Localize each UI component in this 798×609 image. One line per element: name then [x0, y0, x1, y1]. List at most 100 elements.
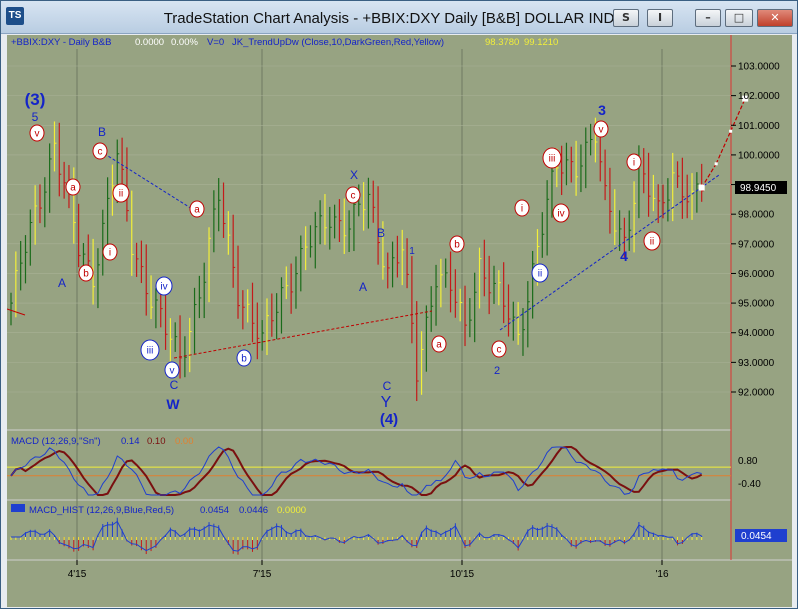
wave-label: 5: [32, 110, 39, 124]
wave-circle-label: a: [436, 340, 442, 351]
wave-label: Y: [381, 394, 392, 411]
price-tick-label: 94.0000: [738, 328, 775, 339]
date-tick-label: '16: [655, 569, 668, 580]
date-tick-label: 10'15: [450, 569, 475, 580]
wave-circle: [189, 200, 205, 218]
projection-point: [714, 162, 718, 166]
wave-circle-label: i: [521, 204, 523, 215]
wave-circle: [345, 186, 361, 204]
wave-circle: [65, 178, 81, 196]
wave-circle: [155, 276, 173, 296]
wave-label: A: [359, 280, 367, 294]
hist-value-2: 0.0446: [239, 505, 268, 516]
maximize-button[interactable]: □: [725, 9, 753, 27]
wave-circle-label: a: [194, 205, 200, 216]
indicator-menu-button[interactable]: I: [647, 9, 673, 27]
wave-circle-label: ii: [538, 269, 542, 280]
macd-histogram: [10, 517, 703, 555]
indicator-value-b: 99.1210: [524, 37, 558, 48]
symbol-menu-button[interactable]: S: [613, 9, 639, 27]
wave-label: 4: [620, 248, 628, 264]
minimize-button[interactable]: –: [695, 9, 721, 27]
price-axis-panel: [731, 35, 792, 607]
wave-label: A: [58, 276, 66, 290]
price-panel[interactable]: [7, 35, 731, 430]
wave-label: W: [166, 396, 180, 412]
price-tick-label: 95.0000: [738, 299, 775, 310]
macd-hist-label: MACD_HIST (12,26,9,Blue,Red,5): [29, 505, 174, 516]
symbol-label: +BBIX:DXY - Daily B&B: [11, 37, 111, 48]
wave-circle: [542, 147, 562, 169]
indicator-label: JK_TrendUpDw (Close,10,DarkGreen,Red,Yel…: [232, 37, 444, 48]
wave-label: 2: [494, 365, 500, 377]
wave-circle-label: b: [83, 269, 89, 280]
macd-lines: 0.80 -0.40: [7, 446, 761, 496]
wave-circle: [164, 361, 180, 379]
wave-circle-label: b: [241, 354, 247, 365]
price-tick-label: 96.0000: [738, 269, 775, 280]
wave-label: 1: [409, 246, 415, 257]
wave-circle: [491, 340, 507, 358]
wave-circle: [112, 183, 130, 203]
wave-label: 3: [598, 102, 606, 118]
wave-circle-label: v: [35, 129, 40, 140]
macd-panel[interactable]: [7, 430, 731, 500]
window-title: TradeStation Chart Analysis - +BBIX:DXY …: [163, 10, 635, 27]
left-red-line: [7, 308, 26, 316]
macd-line: [10, 446, 702, 496]
macd-value-2: 0.10: [147, 436, 166, 447]
macd-label: MACD (12,26,9,"Sn"): [11, 436, 101, 447]
hist-last-box: [735, 529, 787, 542]
wave-circle: [102, 243, 118, 261]
wave-circle-label: i: [633, 158, 635, 169]
wave-label: (3): [25, 90, 46, 109]
price-tick-label: 98.0000: [738, 210, 775, 221]
macd-hist-panel[interactable]: [7, 500, 731, 560]
price-tick-label: 100.0000: [738, 150, 780, 161]
wave-label: C: [170, 378, 179, 392]
wave-label: B: [98, 125, 106, 139]
projection-segment: [701, 163, 717, 188]
wave-circle-label: c: [351, 191, 356, 202]
wave-circle: [514, 199, 530, 217]
hist-last-label: 0.0454: [741, 531, 772, 542]
tradestation-app-icon[interactable]: TS: [6, 7, 24, 25]
price-tick-label: 93.0000: [738, 358, 775, 369]
chart-area[interactable]: (3) 5 A B C W X B A 1 C Y (4) 3 4 2 v a b c ii i iii iv v a b c b a c i…: [7, 35, 792, 607]
price-tick-label: 103.0000: [738, 62, 780, 73]
date-tick-label: 4'15: [68, 569, 87, 580]
last-price-box: [735, 181, 787, 194]
wave-circle-label: v: [599, 125, 604, 136]
close-button[interactable]: ✕: [757, 9, 793, 27]
wave-circle: [593, 120, 609, 138]
wave-circle: [449, 235, 465, 253]
price-tick-label: 97.0000: [738, 239, 775, 250]
wave-circle: [140, 339, 160, 361]
projection-path: [698, 95, 749, 191]
date-tick-label: 7'15: [253, 569, 272, 580]
wave-circle: [236, 349, 252, 367]
wave-circle-label: iv: [160, 282, 167, 293]
bc-trendline: [99, 150, 198, 213]
price-axis-ticks: 103.0000102.0000101.0000100.000099.00009…: [731, 62, 780, 399]
wave-label: (4): [380, 411, 398, 428]
indicator-value-a: 98.3780: [485, 37, 519, 48]
wave-circle: [29, 124, 45, 142]
projection-point: [742, 95, 749, 102]
hist-line: [11, 520, 702, 552]
header-value-1: 0.0000: [135, 37, 164, 48]
wc-red-trendline: [173, 310, 433, 359]
wave-circle-label: ii: [650, 237, 654, 248]
wave-label: C: [383, 379, 392, 393]
title-bar[interactable]: TS TradeStation Chart Analysis - +BBIX:D…: [1, 1, 797, 34]
price-tick-label: 92.0000: [738, 388, 775, 399]
wave-label: B: [377, 226, 385, 240]
macd-value-3: 0.00: [175, 436, 194, 447]
wave-circle-label: v: [170, 366, 175, 377]
wave-circle: [626, 153, 642, 171]
macd-tick-label: 0.80: [738, 456, 758, 467]
hist-value-1: 0.0454: [200, 505, 229, 516]
wave-circle: [78, 264, 94, 282]
